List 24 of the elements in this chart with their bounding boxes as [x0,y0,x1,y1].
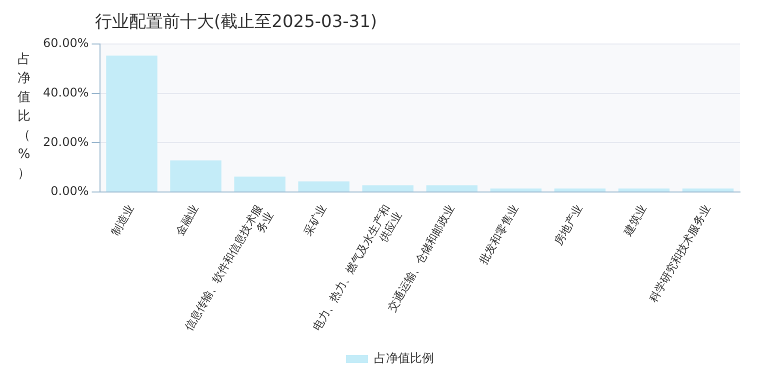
y-tick-label: 60.00% [42,36,89,50]
legend-label: 占净值比例 [374,351,434,366]
bar [106,56,158,192]
x-tick-label: 批发和零售业 [476,202,521,266]
x-tick-label: 金融业 [173,202,201,238]
y-tick-label: 0.00% [50,184,89,198]
bar [426,185,478,192]
bar [234,176,286,192]
bar [554,188,606,192]
bar [682,188,734,192]
bar [170,160,222,192]
x-tick-label: 建筑业 [620,202,650,239]
bar [490,188,542,192]
x-tick-label: 制造业 [109,202,137,238]
y-tick-label: 20.00% [42,134,89,149]
y-tick-label: 40.00% [42,85,89,100]
bar [298,181,350,192]
chart-title: 行业配置前十大(截止至2025-03-31) [95,11,378,33]
y-axis-title: 占净值比（%） [16,51,32,183]
bar [362,185,414,192]
x-tick-label: 房地产业 [552,202,586,248]
bar [618,188,670,192]
x-tick-label: 采矿业 [301,202,329,238]
x-tick-label: 科学研究和技术服务业 [646,202,714,304]
